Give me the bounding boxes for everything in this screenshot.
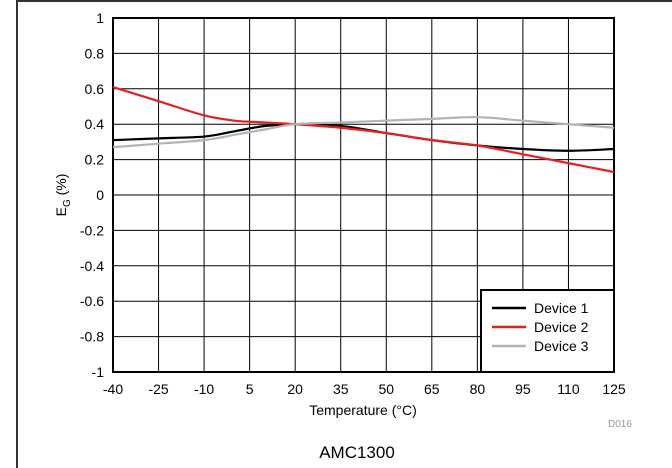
x-tick-label: -25 xyxy=(148,381,168,397)
y-tick-label: 0.8 xyxy=(85,45,105,61)
figure-caption: AMC1300 xyxy=(319,443,395,462)
figure-id: D016 xyxy=(608,419,632,430)
y-tick-label: -0.2 xyxy=(80,222,104,238)
x-tick-label: 5 xyxy=(246,381,254,397)
y-tick-label: 1 xyxy=(96,10,104,26)
x-tick-label: 20 xyxy=(287,381,303,397)
frame-top-border xyxy=(16,0,672,2)
x-tick-label: 35 xyxy=(333,381,349,397)
legend-box xyxy=(480,289,615,373)
x-tick-label: 110 xyxy=(557,381,580,397)
legend: Device 1 Device 2 Device 3 xyxy=(480,289,615,373)
y-tick-label: 0 xyxy=(96,187,104,203)
y-tick-label: -0.6 xyxy=(80,293,104,309)
x-tick-label: 125 xyxy=(602,381,626,397)
y-tick-labels: -1 -0.8 -0.6 -0.4 -0.2 0 0.2 0.4 0.6 0.8 1 xyxy=(80,10,104,380)
frame-left-border xyxy=(16,0,18,468)
legend-label-device-1: Device 1 xyxy=(534,300,589,316)
x-tick-labels: -40 -25 -10 5 20 35 50 65 80 95 110 125 xyxy=(103,381,626,397)
y-tick-label: -0.8 xyxy=(80,329,104,345)
series-line-device-2 xyxy=(112,85,615,174)
y-tick-label: -1 xyxy=(92,364,105,380)
x-tick-label: 50 xyxy=(378,381,394,397)
x-tick-label: -40 xyxy=(103,381,123,397)
x-tick-label: -10 xyxy=(194,381,214,397)
legend-label-device-2: Device 2 xyxy=(534,319,589,335)
y-axis-title: EG (%) xyxy=(53,174,73,217)
series-line-device-1 xyxy=(112,123,615,152)
y-tick-label: 0.4 xyxy=(85,116,105,132)
legend-label-device-3: Device 3 xyxy=(534,338,589,354)
y-tick-label: 0.2 xyxy=(85,152,105,168)
x-tick-label: 80 xyxy=(470,381,486,397)
x-axis-title: Temperature (°C) xyxy=(309,402,417,418)
series-line-device-3 xyxy=(112,115,615,149)
y-tick-label: -0.4 xyxy=(80,258,104,274)
x-tick-label: 95 xyxy=(515,381,531,397)
series-lines xyxy=(112,85,615,174)
plot-area xyxy=(112,17,615,373)
x-tick-label: 65 xyxy=(424,381,440,397)
y-tick-label: 0.6 xyxy=(85,81,105,97)
